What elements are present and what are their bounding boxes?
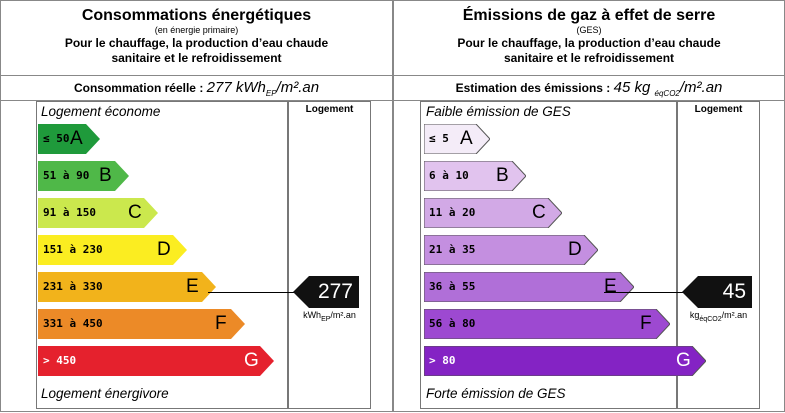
energy-subtitle: (en énergie primaire) (154, 25, 239, 35)
ges-bar-b (424, 161, 526, 191)
energy-range-g: > 450 (43, 354, 77, 367)
energy-range-f: 331 à 450 (43, 317, 103, 330)
energy-letter-e: E (186, 276, 199, 297)
ges-range-e: 36 à 55 (429, 280, 476, 293)
energy-unit: kWhEP/m².an (303, 310, 356, 323)
energy-current-value: 277 (317, 280, 353, 303)
ges-bar-d (424, 235, 598, 265)
energy-range-c: 91 à 150 (43, 206, 96, 219)
ges-unit: kgéqCO2/m².an (689, 310, 748, 323)
ges-description-line2: sanitaire et le refroidissement (503, 51, 675, 65)
energy-reading-value: 277 kWh (206, 79, 266, 96)
energy-logement-frame (288, 101, 371, 409)
energy-letter-g: G (244, 350, 259, 371)
energy-bottom-label: Logement énergivore (41, 386, 169, 401)
ges-panel: Émissions de gaz à effet de serre (GES) … (393, 0, 785, 412)
ges-bar-a (424, 124, 490, 154)
energy-range-b: 51 à 90 (43, 169, 90, 182)
energy-column-header: Logement (305, 104, 354, 115)
ges-range-f: 56 à 80 (429, 317, 476, 330)
energy-bar-g (38, 346, 274, 376)
energy-letter-b: B (99, 165, 112, 186)
ges-letter-d: D (568, 239, 582, 260)
ges-column-header: Logement (694, 104, 743, 115)
energy-range-d: 151 à 230 (43, 243, 103, 256)
ges-pointer-line (604, 292, 684, 293)
energy-header: Consommations énergétiques (en énergie p… (1, 1, 392, 76)
energy-top-label: Logement économe (41, 104, 161, 119)
ges-letter-b: B (496, 165, 509, 186)
ges-bar-g (424, 346, 706, 376)
ges-reading: Estimation des émissions : 45 kg éqCO2/m… (394, 76, 784, 101)
ges-logement-frame (677, 101, 760, 409)
energy-bar-e (38, 272, 216, 302)
energy-pointer-line (208, 292, 294, 293)
energy-reading-label: Consommation réelle : (73, 81, 207, 95)
ges-range-b: 6 à 10 (429, 169, 469, 182)
ges-current-value: 45 (722, 280, 746, 303)
energy-bar-b (38, 161, 129, 191)
ges-range-d: 21 à 35 (429, 243, 476, 256)
energy-bar-a (38, 124, 100, 154)
ges-letter-g: G (676, 350, 691, 371)
ges-reading-suffix: /m².an (679, 79, 723, 96)
ges-letter-c: C (532, 202, 546, 223)
ges-reading-value: 45 kg (613, 79, 655, 96)
energy-letter-a: A (70, 128, 83, 149)
energy-reading-suffix: /m².an (276, 79, 320, 96)
ges-letter-f: F (640, 313, 652, 334)
ges-range-a: ≤ 5 (429, 132, 449, 145)
energy-panel: Consommations énergétiques (en énergie p… (0, 0, 393, 412)
ges-bar-e (424, 272, 634, 302)
energy-current-marker (293, 276, 359, 308)
energy-scale-frame (36, 101, 288, 409)
energy-description-line2: sanitaire et le refroidissement (111, 51, 282, 65)
ges-bottom-label: Forte émission de GES (426, 386, 566, 401)
ges-top-label: Faible émission de GES (426, 104, 571, 119)
ges-letter-e: E (604, 276, 617, 297)
energy-range-a: ≤ 50 (43, 132, 70, 145)
energy-bar-d (38, 235, 187, 265)
energy-bar-c (38, 198, 158, 228)
ges-reading-label: Estimation des émissions : (455, 81, 614, 95)
energy-letter-c: C (128, 202, 142, 223)
ges-scale-frame (420, 101, 677, 409)
energy-reading-sub: EP (265, 89, 277, 98)
ges-range-g: > 80 (429, 354, 456, 367)
ges-current-marker (682, 276, 752, 308)
ges-bar-c (424, 198, 562, 228)
energy-title: Consommations énergétiques (81, 7, 312, 24)
ges-bar-f (424, 309, 670, 339)
ges-description-line1: Pour le chauffage, la production d’eau c… (457, 36, 721, 50)
ges-subtitle: (GES) (576, 25, 602, 35)
ges-letter-a: A (460, 128, 473, 149)
energy-range-e: 231 à 330 (43, 280, 103, 293)
ges-reading-sub: éqCO2 (654, 89, 680, 98)
ges-title: Émissions de gaz à effet de serre (462, 7, 716, 24)
energy-reading: Consommation réelle : 277 kWhEP/m².an (1, 76, 392, 101)
energy-letter-d: D (157, 239, 171, 260)
ges-range-c: 11 à 20 (429, 206, 476, 219)
energy-description-line1: Pour le chauffage, la production d’eau c… (64, 36, 329, 50)
energy-bar-f (38, 309, 245, 339)
energy-letter-f: F (215, 313, 227, 334)
ges-header: Émissions de gaz à effet de serre (GES) … (394, 1, 784, 76)
